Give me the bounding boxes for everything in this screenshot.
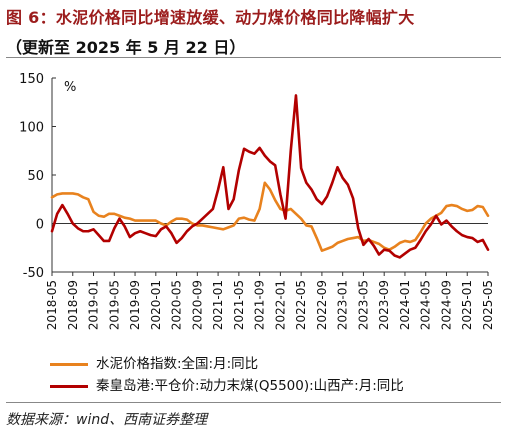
x-tick-label: 2020-09: [190, 280, 204, 330]
chart-subtitle: （更新至 2025 年 5 月 22 日）: [6, 38, 246, 57]
bottom-divider: [6, 402, 501, 403]
x-tick-label: 2025-05: [481, 280, 495, 330]
x-tick-label: 2023-09: [377, 280, 391, 330]
x-tick-label: 2022-01: [273, 280, 287, 330]
y-unit-label: %: [64, 80, 76, 95]
y-tick-label: 50: [27, 169, 44, 184]
x-tick-label: 2019-09: [128, 280, 142, 330]
x-tick-label: 2020-01: [149, 280, 163, 330]
series-line-cement: [50, 181, 490, 252]
y-tick-label: 0: [36, 218, 44, 233]
y-axis: -50 0 50 100 150: [19, 72, 56, 281]
y-tick-label: 100: [19, 121, 44, 136]
x-tick-label: 2023-01: [336, 280, 350, 330]
legend-item-coal: 秦皇岛港:平仓价:动力末煤(Q5500):山西产:月:同比: [50, 374, 404, 394]
x-tick-label: 2018-09: [66, 280, 80, 330]
series-line-coal: [50, 94, 490, 259]
line-chart: -50 0 50 100 150 2018-05 2018-09 2019-01 2019-0…: [19, 72, 495, 330]
series-lines: [50, 94, 490, 259]
x-tick-label: 2019-05: [107, 280, 121, 330]
x-tick-label: 2021-05: [232, 280, 246, 330]
y-tick-label: -50: [23, 266, 44, 281]
x-tick-label: 2023-05: [356, 280, 370, 330]
x-tick-label: 2019-01: [87, 280, 101, 330]
x-tick-label: 2021-09: [253, 280, 267, 330]
y-tick-label: 150: [19, 72, 44, 87]
x-tick-label: 2024-01: [398, 280, 412, 330]
x-tick-label: 2020-05: [170, 280, 184, 330]
legend-swatch-coal: [50, 384, 88, 388]
legend-label-coal: 秦皇岛港:平仓价:动力末煤(Q5500):山西产:月:同比: [96, 378, 404, 394]
x-tick-label: 2024-05: [419, 280, 433, 330]
x-tick-label: 2018-05: [45, 280, 59, 330]
x-axis: 2018-05 2018-09 2019-01 2019-05 2019-09 2020-…: [45, 223, 495, 330]
x-tick-label: 2022-05: [294, 280, 308, 330]
chart-title: 图 6：水泥价格同比增速放缓、动力煤价格同比降幅扩大: [6, 8, 415, 27]
x-tick-label: 2022-09: [315, 280, 329, 330]
x-tick-label: 2025-01: [460, 280, 474, 330]
legend-swatch-cement: [50, 362, 88, 366]
x-tick-label: 2021-01: [211, 280, 225, 330]
data-source-note: 数据来源：wind、西南证券整理: [6, 412, 208, 428]
top-divider: [6, 57, 501, 58]
legend-item-cement: 水泥价格指数:全国:月:同比: [50, 352, 258, 372]
legend-label-cement: 水泥价格指数:全国:月:同比: [96, 356, 259, 372]
x-tick-label: 2024-09: [439, 280, 453, 330]
